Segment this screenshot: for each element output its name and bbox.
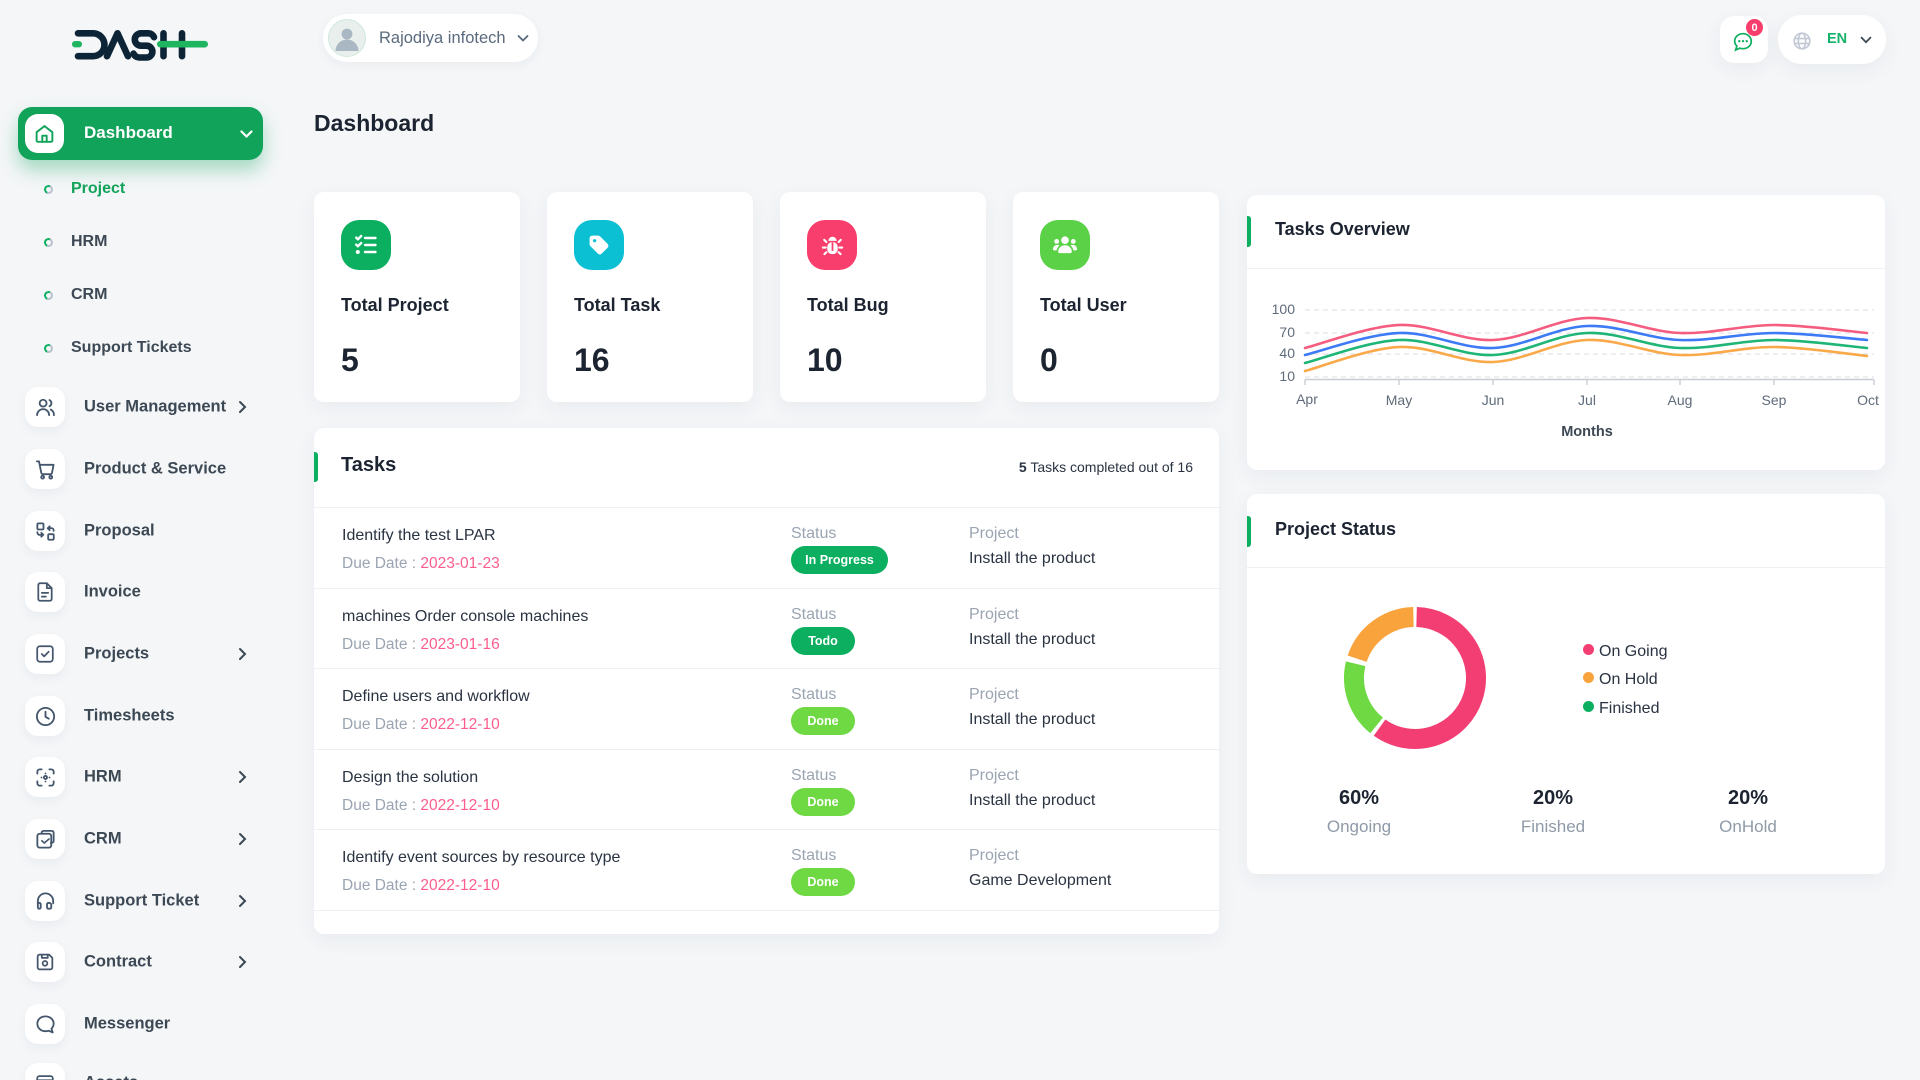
- svg-text:Aug: Aug: [1668, 392, 1693, 408]
- svg-text:May: May: [1386, 392, 1412, 408]
- svg-text:Sep: Sep: [1762, 392, 1787, 408]
- svg-text:Apr: Apr: [1296, 391, 1318, 407]
- svg-text:100: 100: [1272, 301, 1296, 317]
- svg-text:Months: Months: [1561, 424, 1613, 440]
- svg-text:Jul: Jul: [1578, 392, 1596, 408]
- svg-text:Oct: Oct: [1857, 392, 1879, 408]
- svg-text:Jun: Jun: [1482, 392, 1505, 408]
- svg-text:70: 70: [1279, 324, 1295, 340]
- svg-text:40: 40: [1279, 345, 1295, 361]
- svg-text:10: 10: [1279, 368, 1295, 384]
